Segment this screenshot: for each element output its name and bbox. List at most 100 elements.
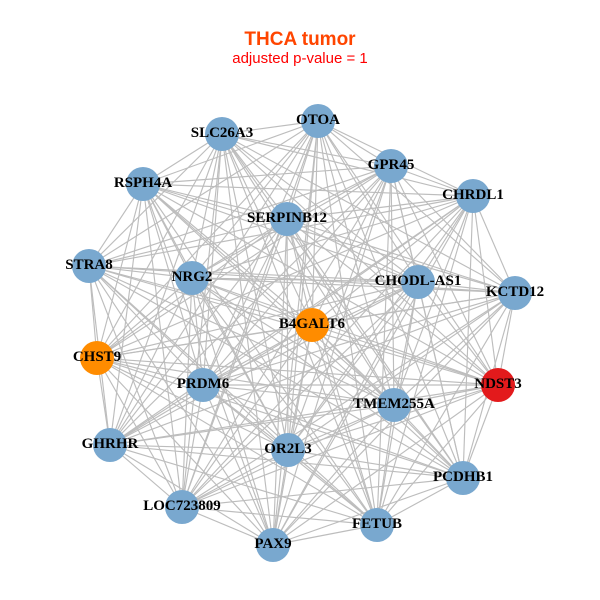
- network-edge: [191, 277, 204, 386]
- network-edge: [96, 357, 464, 479]
- network-node-chst9: [80, 341, 114, 375]
- network-edge: [221, 133, 288, 220]
- network-edge: [181, 218, 288, 508]
- network-node-rsph4a: [126, 167, 160, 201]
- network-edge: [88, 265, 313, 326]
- network-edge: [96, 183, 144, 359]
- network-node-pax9: [256, 528, 290, 562]
- network-edge: [272, 195, 474, 546]
- network-edge: [142, 183, 474, 197]
- network-node-nrg2: [175, 261, 209, 295]
- network-edge: [109, 404, 395, 446]
- network-node-label-chodl-as1: CHODL-AS1: [375, 273, 462, 289]
- network-edge: [191, 277, 516, 294]
- network-edge: [142, 183, 204, 386]
- network-edge: [96, 357, 183, 508]
- network-edge: [221, 133, 313, 326]
- network-edge: [181, 277, 193, 508]
- network-edge: [181, 477, 464, 508]
- network-edge: [286, 218, 378, 526]
- network-node-prdm6: [186, 368, 220, 402]
- network-edge: [88, 265, 193, 279]
- network-edge: [287, 404, 395, 451]
- network-node-otoa: [301, 104, 335, 138]
- network-node-label-serpinb12: SERPINB12: [247, 210, 327, 226]
- network-node-label-kctd12: KCTD12: [486, 284, 544, 300]
- network-edge: [96, 277, 193, 359]
- network-edge: [286, 218, 289, 451]
- network-edge: [317, 120, 419, 283]
- network-edge: [142, 183, 274, 546]
- network-edge: [311, 281, 419, 326]
- network-edge: [221, 133, 499, 386]
- network-edge: [191, 218, 288, 279]
- network-edge: [109, 218, 288, 446]
- network-edge: [109, 195, 474, 446]
- network-edge: [191, 277, 499, 386]
- network-edge: [221, 133, 474, 197]
- network-edge: [96, 357, 204, 386]
- network-node-label-nrg2: NRG2: [172, 269, 213, 285]
- network-node-label-pax9: PAX9: [254, 536, 291, 552]
- network-edge: [181, 133, 223, 508]
- network-node-ghrhr: [93, 428, 127, 462]
- network-node-label-or2l3: OR2L3: [264, 441, 312, 457]
- network-edge: [191, 133, 223, 279]
- network-edge: [181, 195, 474, 508]
- nodes-layer: [72, 104, 532, 562]
- network-node-kctd12: [498, 276, 532, 310]
- network-edge: [202, 384, 274, 546]
- network-edge: [393, 292, 516, 406]
- network-edge: [317, 120, 378, 526]
- network-edge: [202, 384, 395, 406]
- network-edge: [96, 357, 499, 386]
- network-edge: [109, 444, 289, 451]
- network-edge: [376, 195, 474, 526]
- network-edge: [221, 133, 392, 167]
- network-edge: [191, 195, 474, 279]
- network-edge: [286, 218, 419, 283]
- network-edge: [96, 357, 378, 526]
- network-edge: [286, 195, 474, 220]
- network-edge: [287, 292, 516, 451]
- network-edge: [142, 183, 378, 526]
- network-node-label-tmem255a: TMEM255A: [353, 396, 435, 412]
- network-edge: [181, 506, 378, 526]
- network-edge: [317, 120, 464, 479]
- network-node-chrdl1: [456, 179, 490, 213]
- network-edge: [221, 133, 464, 479]
- network-edge: [376, 404, 395, 526]
- network-node-slc26a3: [205, 117, 239, 151]
- network-edge: [88, 265, 274, 546]
- network-edge: [286, 218, 499, 386]
- network-node-label-rsph4a: RSPH4A: [114, 175, 173, 191]
- network-edge: [221, 133, 274, 546]
- network-edge: [181, 449, 289, 508]
- network-edge: [287, 195, 474, 451]
- figure-title: THCA tumor: [244, 29, 356, 50]
- network-node-label-prdm6: PRDM6: [177, 376, 230, 392]
- network-edge: [221, 133, 289, 451]
- network-node-or2l3: [271, 433, 305, 467]
- network-edge: [181, 384, 499, 508]
- network-node-label-pcdhb1: PCDHB1: [433, 469, 493, 485]
- network-edge: [472, 195, 516, 294]
- network-node-label-b4galt6: B4GALT6: [279, 316, 346, 332]
- network-edge: [109, 384, 499, 446]
- network-edge: [142, 183, 183, 508]
- edges-layer: [88, 120, 516, 546]
- network-edge: [109, 183, 144, 446]
- network-edge: [88, 133, 223, 267]
- network-node-ndst3: [481, 368, 515, 402]
- network-node-label-chrdl1: CHRDL1: [442, 187, 504, 203]
- network-edge: [181, 324, 313, 508]
- network-edge: [96, 281, 419, 359]
- network-edge: [181, 384, 204, 508]
- network-edge: [202, 292, 516, 386]
- network-edge: [272, 218, 288, 546]
- network-edge: [142, 183, 395, 406]
- network-node-loc723809: [165, 490, 199, 524]
- network-edge: [96, 133, 223, 359]
